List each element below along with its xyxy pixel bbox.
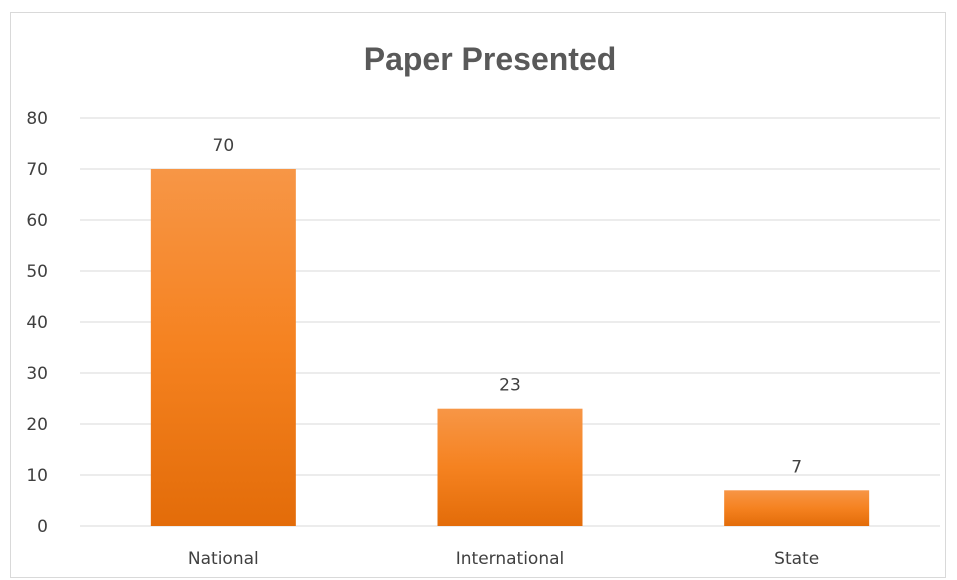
chart-title: Paper Presented: [364, 41, 617, 77]
y-tick-label: 80: [26, 109, 48, 129]
data-label-national: 70: [213, 136, 235, 156]
bar-national: [150, 169, 296, 526]
y-tick-label: 10: [26, 466, 48, 486]
y-tick-label: 50: [26, 262, 48, 282]
data-label-state: 7: [791, 457, 802, 477]
bar-state: [724, 490, 870, 526]
data-label-international: 23: [499, 376, 521, 396]
y-tick-label: 0: [37, 517, 48, 537]
y-axis-ticks: 0 10 20 30 40 50 60 70 80: [26, 109, 48, 537]
data-labels: 70 23 7: [213, 136, 803, 477]
bars: [150, 169, 870, 526]
x-axis-categories: National International State: [188, 549, 819, 569]
y-tick-label: 40: [26, 313, 48, 333]
category-label-international: International: [456, 549, 565, 569]
y-tick-label: 60: [26, 211, 48, 231]
category-label-national: National: [188, 549, 259, 569]
y-tick-label: 70: [26, 160, 48, 180]
bar-international: [437, 408, 583, 526]
y-tick-label: 30: [26, 364, 48, 384]
y-tick-label: 20: [26, 415, 48, 435]
category-label-state: State: [774, 549, 819, 569]
